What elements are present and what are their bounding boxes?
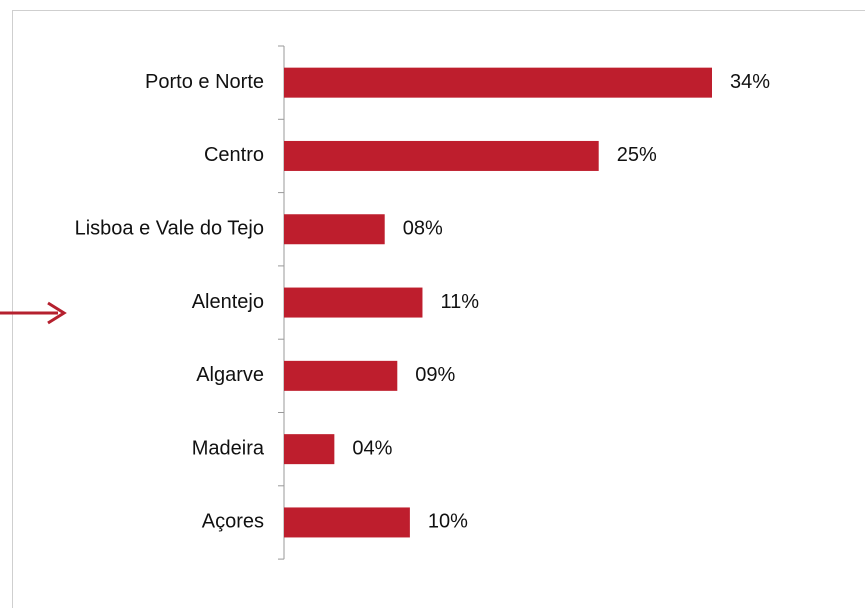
- data-label: 25%: [617, 144, 657, 166]
- bar: [284, 434, 335, 465]
- frame: [12, 10, 865, 608]
- y-tick-label: Açores: [202, 511, 264, 533]
- y-tick-label: Porto e Norte: [145, 71, 264, 93]
- bar: [284, 360, 398, 391]
- bar: [284, 214, 385, 245]
- data-label: 08%: [403, 218, 443, 240]
- data-label: 34%: [730, 71, 770, 93]
- y-tick-label: Madeira: [192, 437, 265, 459]
- data-label: 04%: [352, 437, 392, 459]
- bar: [284, 67, 712, 98]
- data-label: 11%: [440, 291, 479, 313]
- y-tick-label: Centro: [204, 144, 264, 166]
- bar: [284, 287, 423, 318]
- bar: [284, 507, 410, 538]
- data-label: 09%: [415, 364, 455, 386]
- y-tick-label: Lisboa e Vale do Tejo: [75, 218, 264, 240]
- arrow-head: [47, 301, 67, 325]
- data-label: 10%: [428, 511, 468, 533]
- y-tick-label: Alentejo: [192, 291, 264, 313]
- bar: [284, 140, 599, 171]
- y-tick-label: Algarve: [196, 364, 264, 386]
